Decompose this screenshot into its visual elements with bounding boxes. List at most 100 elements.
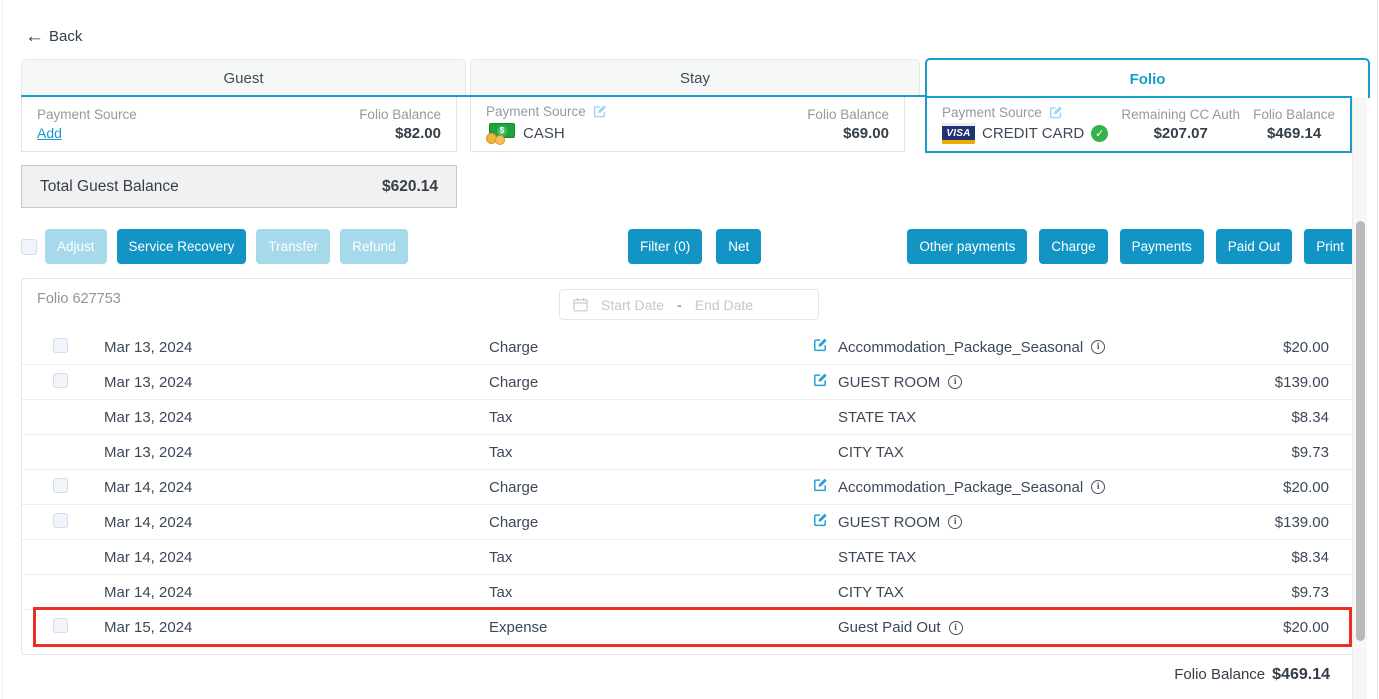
row-type: Tax bbox=[489, 443, 513, 461]
scrollbar-track[interactable] bbox=[1352, 97, 1367, 699]
row-description-cell: Guest Paid Out i bbox=[838, 619, 1283, 636]
table-row: Mar 13, 2024 Charge GUEST ROOM i $139.00 bbox=[22, 365, 1363, 400]
back-button[interactable]: ← Back bbox=[25, 27, 82, 46]
row-checkbox[interactable] bbox=[53, 372, 68, 388]
table-row: Mar 14, 2024 Tax CITY TAX $9.73 bbox=[22, 575, 1363, 610]
row-checkbox[interactable] bbox=[53, 512, 68, 528]
date-separator: - bbox=[677, 296, 682, 313]
row-checkbox-cell bbox=[22, 337, 104, 357]
row-type: Charge bbox=[489, 373, 539, 391]
edit-icon[interactable] bbox=[812, 477, 828, 493]
row-edit-cell bbox=[812, 337, 838, 357]
page-right-edge bbox=[1377, 0, 1378, 699]
tab-stay[interactable]: Stay bbox=[470, 59, 920, 97]
row-amount: $9.73 bbox=[1291, 443, 1329, 461]
edit-icon[interactable] bbox=[812, 372, 828, 388]
row-checkbox[interactable] bbox=[53, 337, 68, 353]
action-buttons-left: Adjust Service Recovery Transfer Refund bbox=[45, 229, 408, 264]
folio-balance-label: Folio Balance bbox=[1253, 107, 1335, 122]
scrollbar-thumb[interactable] bbox=[1356, 221, 1365, 641]
row-description: Guest Paid Out bbox=[838, 619, 941, 636]
end-date-input[interactable]: End Date bbox=[694, 296, 754, 313]
transfer-button[interactable]: Transfer bbox=[256, 229, 331, 264]
row-amount: $9.73 bbox=[1291, 583, 1329, 601]
edit-payment-source-icon[interactable] bbox=[1048, 105, 1063, 120]
info-icon[interactable]: i bbox=[1091, 340, 1106, 354]
row-amount: $8.34 bbox=[1291, 408, 1329, 426]
payments-button[interactable]: Payments bbox=[1119, 229, 1204, 264]
charge-button[interactable]: Charge bbox=[1039, 229, 1108, 264]
remaining-cc-auth-label: Remaining CC Auth bbox=[1121, 107, 1240, 122]
refund-button[interactable]: Refund bbox=[340, 229, 408, 264]
row-description: STATE TAX bbox=[838, 408, 917, 426]
page-left-edge bbox=[2, 0, 3, 699]
row-description: Accommodation_Package_Seasonal bbox=[838, 478, 1084, 496]
row-description: STATE TAX bbox=[838, 548, 917, 566]
footer-folio-balance-label: Folio Balance bbox=[1174, 666, 1266, 683]
row-amount: $20.00 bbox=[1283, 478, 1329, 496]
back-label: Back bbox=[49, 28, 83, 45]
row-type: Charge bbox=[489, 478, 539, 496]
action-buttons-right: Other payments Charge Payments Paid Out Prin… bbox=[907, 229, 1356, 264]
total-guest-balance: Total Guest Balance $620.14 bbox=[21, 165, 457, 208]
info-icon[interactable]: i bbox=[1091, 480, 1106, 494]
row-checkbox-cell bbox=[22, 512, 104, 532]
folio-balance-value: $469.14 bbox=[1266, 125, 1322, 142]
tab-folio[interactable]: Folio bbox=[925, 58, 1370, 98]
back-arrow-icon: ← bbox=[25, 26, 44, 47]
guest-folio-balance-value: $82.00 bbox=[395, 124, 441, 142]
paid-out-button[interactable]: Paid Out bbox=[1215, 229, 1293, 264]
filter-0-button[interactable]: Filter (0) bbox=[628, 229, 703, 264]
table-row: Mar 13, 2024 Charge Accommodation_Package_… bbox=[22, 330, 1363, 365]
stay-folio-balance-label: Folio Balance bbox=[807, 106, 889, 122]
row-checkbox[interactable] bbox=[53, 618, 68, 633]
row-checkbox-cell bbox=[22, 618, 104, 637]
guest-payment-card: Payment Source Add Folio Balance $82.00 bbox=[21, 97, 457, 152]
tab-guest[interactable]: Guest bbox=[21, 59, 466, 97]
total-guest-balance-value: $620.14 bbox=[381, 177, 438, 195]
row-description-cell: CITY TAX bbox=[838, 444, 1291, 461]
footer-folio-balance: Folio Balance $469.14 bbox=[1174, 666, 1330, 684]
remaining-cc-auth-value: $207.07 bbox=[1153, 125, 1208, 142]
cash-icon bbox=[486, 122, 516, 145]
tab-folio-label: Folio bbox=[1129, 70, 1166, 88]
row-date: Mar 14, 2024 bbox=[104, 513, 193, 531]
stay-payment-card: Payment Source CASH Folio Balance $69.00 bbox=[470, 97, 905, 152]
start-date-input[interactable]: Start Date bbox=[601, 296, 665, 313]
row-edit-cell bbox=[812, 512, 838, 532]
row-description-cell: Accommodation_Package_Seasonal i bbox=[838, 479, 1283, 496]
date-range-filter[interactable]: Start Date - End Date bbox=[559, 289, 819, 320]
edit-icon[interactable] bbox=[812, 337, 828, 353]
edit-icon[interactable] bbox=[812, 512, 828, 528]
info-icon[interactable]: i bbox=[948, 375, 963, 389]
other-payments-button[interactable]: Other payments bbox=[907, 229, 1028, 264]
service-recovery-button[interactable]: Service Recovery bbox=[116, 229, 247, 264]
row-description-cell: GUEST ROOM i bbox=[838, 514, 1275, 531]
folio-panel: Folio 627753 Start Date - End Date Mar 1… bbox=[21, 278, 1364, 655]
edit-payment-source-icon[interactable] bbox=[592, 104, 607, 119]
row-description-cell: CITY TAX bbox=[838, 584, 1291, 601]
row-type: Tax bbox=[489, 583, 513, 601]
net-button[interactable]: Net bbox=[716, 229, 762, 264]
calendar-icon bbox=[573, 297, 588, 312]
row-date: Mar 13, 2024 bbox=[104, 408, 193, 426]
select-all-checkbox[interactable] bbox=[21, 239, 37, 255]
folio-number: Folio 627753 bbox=[37, 291, 121, 307]
row-amount: $139.00 bbox=[1274, 513, 1329, 531]
row-description-cell: STATE TAX bbox=[838, 409, 1291, 426]
row-checkbox[interactable] bbox=[53, 477, 68, 493]
row-date: Mar 14, 2024 bbox=[104, 583, 193, 601]
info-icon[interactable]: i bbox=[948, 515, 963, 529]
row-date: Mar 14, 2024 bbox=[104, 548, 193, 566]
info-icon[interactable]: i bbox=[948, 620, 963, 635]
row-description-cell: Accommodation_Package_Seasonal i bbox=[838, 339, 1283, 356]
row-date: Mar 14, 2024 bbox=[104, 478, 193, 496]
adjust-button[interactable]: Adjust bbox=[45, 229, 107, 264]
row-description: CITY TAX bbox=[838, 583, 904, 601]
tab-guest-label: Guest bbox=[223, 70, 264, 87]
row-type: Expense bbox=[489, 619, 548, 636]
visa-card-icon: VISA bbox=[942, 123, 975, 144]
add-payment-link[interactable]: Add bbox=[37, 125, 62, 141]
print-button[interactable]: Print bbox=[1304, 229, 1356, 264]
